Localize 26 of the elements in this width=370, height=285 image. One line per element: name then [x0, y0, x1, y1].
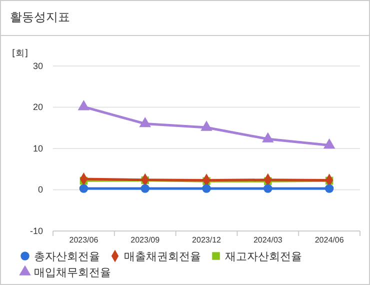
- point: [324, 184, 334, 193]
- x-tick-label: 2024/06: [314, 236, 344, 245]
- chart-title: 활동성지표: [10, 10, 70, 24]
- legend-label: 총자산회전율: [34, 250, 100, 263]
- y-tick-label: 30: [32, 60, 43, 71]
- y-axis-title: [회]: [12, 49, 28, 59]
- point: [200, 120, 212, 131]
- x-tick-label: 2024/03: [253, 236, 283, 245]
- x-tick-label: 2023/06: [69, 236, 99, 245]
- legend-label: 재고자산회전율: [225, 250, 302, 263]
- y-tick-label: 20: [32, 102, 43, 112]
- point: [139, 116, 151, 128]
- point: [262, 132, 274, 142]
- legend-label: 매출채권회전율: [124, 250, 201, 263]
- y-tick-label: -10: [30, 226, 43, 236]
- point: [140, 184, 150, 193]
- point: [202, 184, 211, 193]
- x-tick-label: 2023/09: [130, 236, 160, 245]
- point: [78, 100, 90, 110]
- point: [79, 184, 88, 193]
- point: [264, 184, 272, 193]
- y-tick-label: 10: [32, 143, 43, 154]
- point: [323, 138, 336, 149]
- y-tick-label: 0: [38, 184, 43, 195]
- x-tick-label: 2023/12: [192, 236, 222, 245]
- legend-label: 매입채무회전율: [34, 266, 111, 279]
